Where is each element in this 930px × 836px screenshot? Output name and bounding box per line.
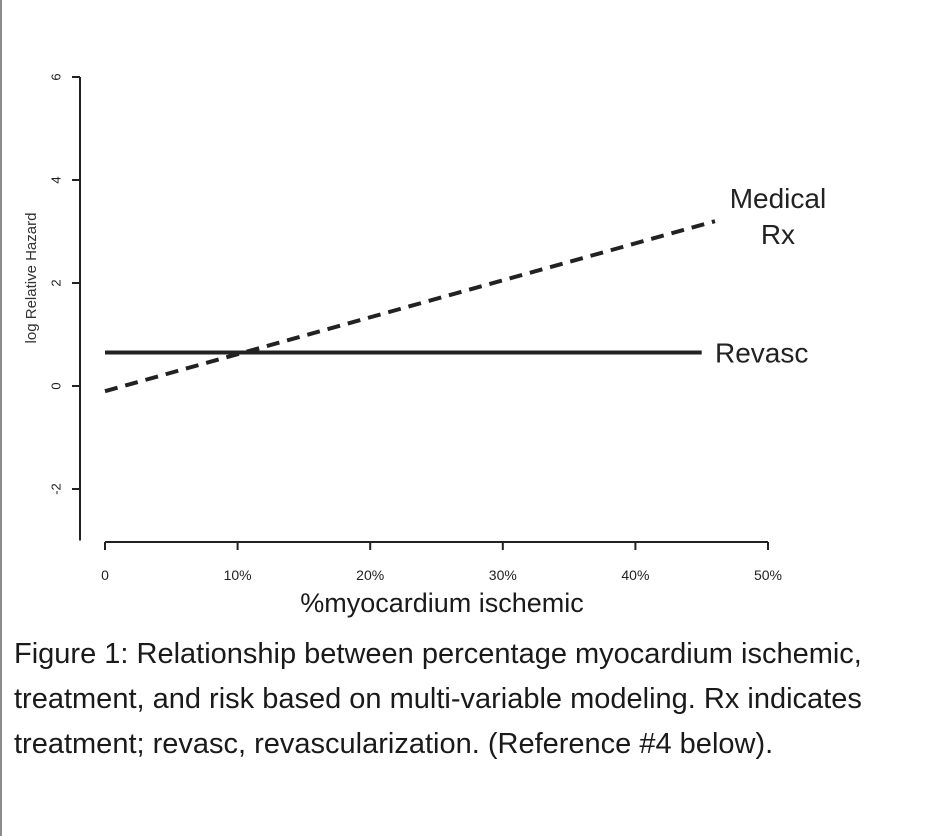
y-tick-label: 2 [48, 279, 63, 286]
page-left-border [0, 0, 2, 836]
y-tick-label: -2 [48, 483, 63, 495]
chart: -2 0 2 4 6 log Relative Hazard 0 10% 20% 30% 40% 50… [23, 73, 826, 618]
series-line-medical-rx [104, 219, 716, 394]
x-tick-label: 10% [224, 567, 252, 583]
x-tick-label: 50% [754, 567, 782, 583]
series-label: Rx [761, 219, 795, 250]
y-axis-title: log Relative Hazard [23, 213, 40, 344]
x-tick-label: 40% [621, 567, 649, 583]
figure-caption: Figure 1: Relationship between percentag… [14, 638, 862, 760]
y-tick-label: 6 [48, 73, 63, 80]
y-tick-label: 4 [48, 176, 63, 183]
series-label: Medical [730, 183, 826, 214]
x-tick-label: 30% [489, 567, 517, 583]
x-tick-label: 20% [356, 567, 384, 583]
x-axis-title: %myocardium ischemic [300, 588, 584, 618]
x-tick-label: 0 [101, 567, 109, 583]
y-tick-label: 0 [48, 382, 63, 389]
series-label: Revasc [715, 338, 808, 369]
chart-svg: -2 0 2 4 6 log Relative Hazard 0 10% 20% 30% 40% 50… [23, 73, 826, 618]
